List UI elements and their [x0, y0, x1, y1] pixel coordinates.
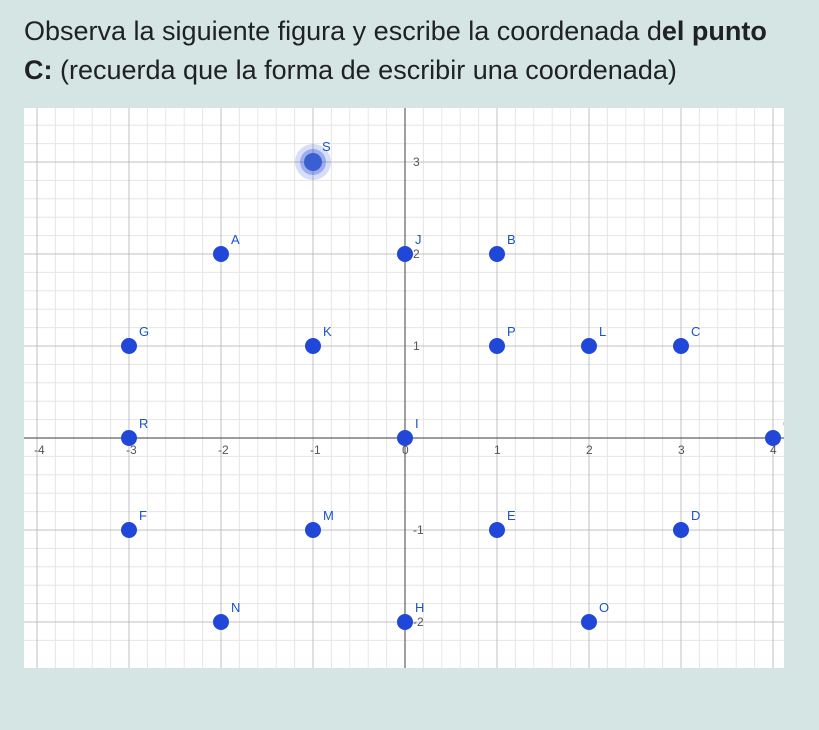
x-tick-label: 2 — [586, 443, 593, 457]
question-prefix: Observa la siguiente figura y escribe la… — [24, 16, 662, 46]
y-tick-label: 2 — [413, 247, 420, 261]
point-B — [489, 246, 505, 262]
point-K — [305, 338, 321, 354]
axes — [24, 108, 784, 668]
x-tick-label: 1 — [494, 443, 501, 457]
chart-svg: -4-3-2-101234-2-1123ABCDEFGHIJKLMNOPQRS — [24, 108, 784, 668]
y-tick-label: 1 — [413, 339, 420, 353]
point-C — [673, 338, 689, 354]
point-H — [397, 614, 413, 630]
y-tick-label: -2 — [413, 615, 424, 629]
point-label-I: I — [415, 416, 419, 431]
point-label-R: R — [139, 416, 148, 431]
point-R — [121, 430, 137, 446]
point-label-D: D — [691, 508, 700, 523]
x-tick-label: -1 — [310, 443, 321, 457]
minor-grid — [24, 108, 784, 668]
point-A — [213, 246, 229, 262]
y-tick-label: -1 — [413, 523, 424, 537]
point-label-S: S — [322, 139, 331, 154]
point-label-Q: Q — [783, 416, 784, 431]
x-tick-label: -4 — [34, 443, 45, 457]
point-label-A: A — [231, 232, 240, 247]
point-label-K: K — [323, 324, 332, 339]
point-label-P: P — [507, 324, 516, 339]
point-label-O: O — [599, 600, 609, 615]
y-tick-label: 3 — [413, 155, 420, 169]
point-Q — [765, 430, 781, 446]
point-label-N: N — [231, 600, 240, 615]
points-group: A B C D E F G H I J K L M N O P Q R — [121, 232, 784, 630]
point-label-C: C — [691, 324, 700, 339]
point-J — [397, 246, 413, 262]
point-S-group[interactable]: S — [295, 139, 331, 180]
point-D — [673, 522, 689, 538]
point-L — [581, 338, 597, 354]
point-I — [397, 430, 413, 446]
question-suffix: (recuerda que la forma de escribir una c… — [53, 55, 677, 85]
point-S[interactable] — [304, 153, 322, 171]
point-label-H: H — [415, 600, 424, 615]
point-E — [489, 522, 505, 538]
point-P — [489, 338, 505, 354]
question-text: Observa la siguiente figura y escribe la… — [0, 0, 819, 108]
point-O — [581, 614, 597, 630]
point-label-L: L — [599, 324, 606, 339]
major-grid — [24, 108, 784, 668]
point-label-E: E — [507, 508, 516, 523]
x-tick-label: 3 — [678, 443, 685, 457]
point-N — [213, 614, 229, 630]
point-label-B: B — [507, 232, 516, 247]
coordinate-figure: -4-3-2-101234-2-1123ABCDEFGHIJKLMNOPQRS — [24, 108, 784, 668]
figure-container: -4-3-2-101234-2-1123ABCDEFGHIJKLMNOPQRS — [0, 108, 819, 668]
x-tick-label: -2 — [218, 443, 229, 457]
point-label-J: J — [415, 232, 422, 247]
point-M — [305, 522, 321, 538]
point-label-G: G — [139, 324, 149, 339]
point-F — [121, 522, 137, 538]
point-label-M: M — [323, 508, 334, 523]
point-label-F: F — [139, 508, 147, 523]
point-G — [121, 338, 137, 354]
